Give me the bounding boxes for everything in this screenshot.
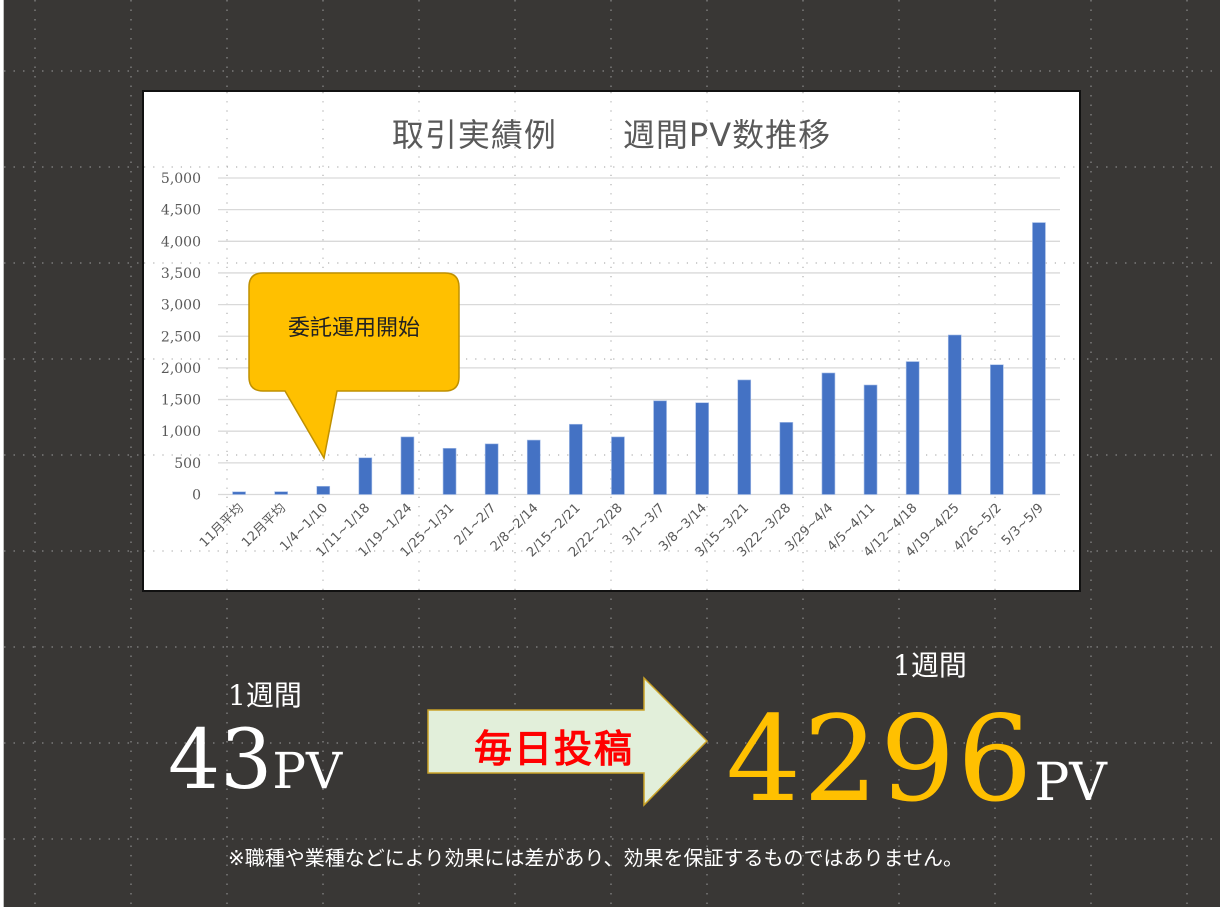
bar (316, 485, 331, 495)
y-tick-label: 1,000 (161, 424, 201, 440)
before-unit: PV (272, 742, 343, 800)
bar (947, 334, 962, 495)
disclaimer-note: ※職種や業種などにより効果には差があり、効果を保証するものではありません。 (228, 846, 963, 870)
bar (232, 491, 246, 495)
bar (484, 443, 499, 495)
bar (400, 436, 415, 495)
after-pv-value: 4296PV (726, 700, 1107, 818)
bar (990, 364, 1004, 495)
bar (779, 422, 794, 495)
bar (737, 379, 752, 495)
y-tick-label: 4,500 (161, 203, 201, 219)
y-tick-label: 4,000 (161, 234, 201, 250)
bar (442, 447, 457, 495)
bar (526, 439, 541, 495)
arrow-shape: 毎日投稿 (426, 676, 711, 808)
arrow-label: 毎日投稿 (473, 727, 634, 771)
chart-title: 取引実績例 週間PV数推移 (391, 116, 832, 154)
y-tick-label: 2,000 (161, 361, 201, 377)
y-tick-label: 1,500 (161, 393, 201, 409)
bar (569, 423, 583, 495)
bar (821, 372, 836, 495)
y-tick-label: 2,500 (161, 329, 201, 345)
y-tick-label: 5,000 (161, 171, 201, 187)
after-unit: PV (1034, 753, 1107, 813)
callout-label: 委託運用開始 (287, 316, 420, 341)
bar (611, 436, 625, 495)
after-number: 4296 (726, 690, 1035, 828)
y-tick-label: 0 (192, 488, 201, 504)
bar (358, 457, 373, 495)
y-tick-label: 3,000 (161, 298, 201, 314)
right-arrow-icon (427, 676, 709, 807)
bar (695, 402, 709, 495)
before-pv-value: 43PV (168, 720, 342, 802)
bar (905, 361, 920, 495)
y-tick-label: 500 (174, 456, 201, 472)
y-tick-label: 3,500 (161, 266, 201, 282)
bar (1032, 222, 1046, 495)
bar-chart: 0 500 1,000 1,500 2,000 2,500 3,000 3,500 4,000 4… (144, 92, 1079, 590)
bar (274, 491, 288, 495)
bar (653, 400, 667, 495)
chart-container: 取引実績例 週間PV数推移 0 500 1,000 1,500 2,000 2,500 3,… (142, 90, 1081, 592)
after-period-label: 1週間 (893, 649, 967, 682)
before-period-label: 1週間 (228, 679, 302, 712)
before-number: 43 (168, 713, 273, 808)
bar (863, 384, 878, 495)
